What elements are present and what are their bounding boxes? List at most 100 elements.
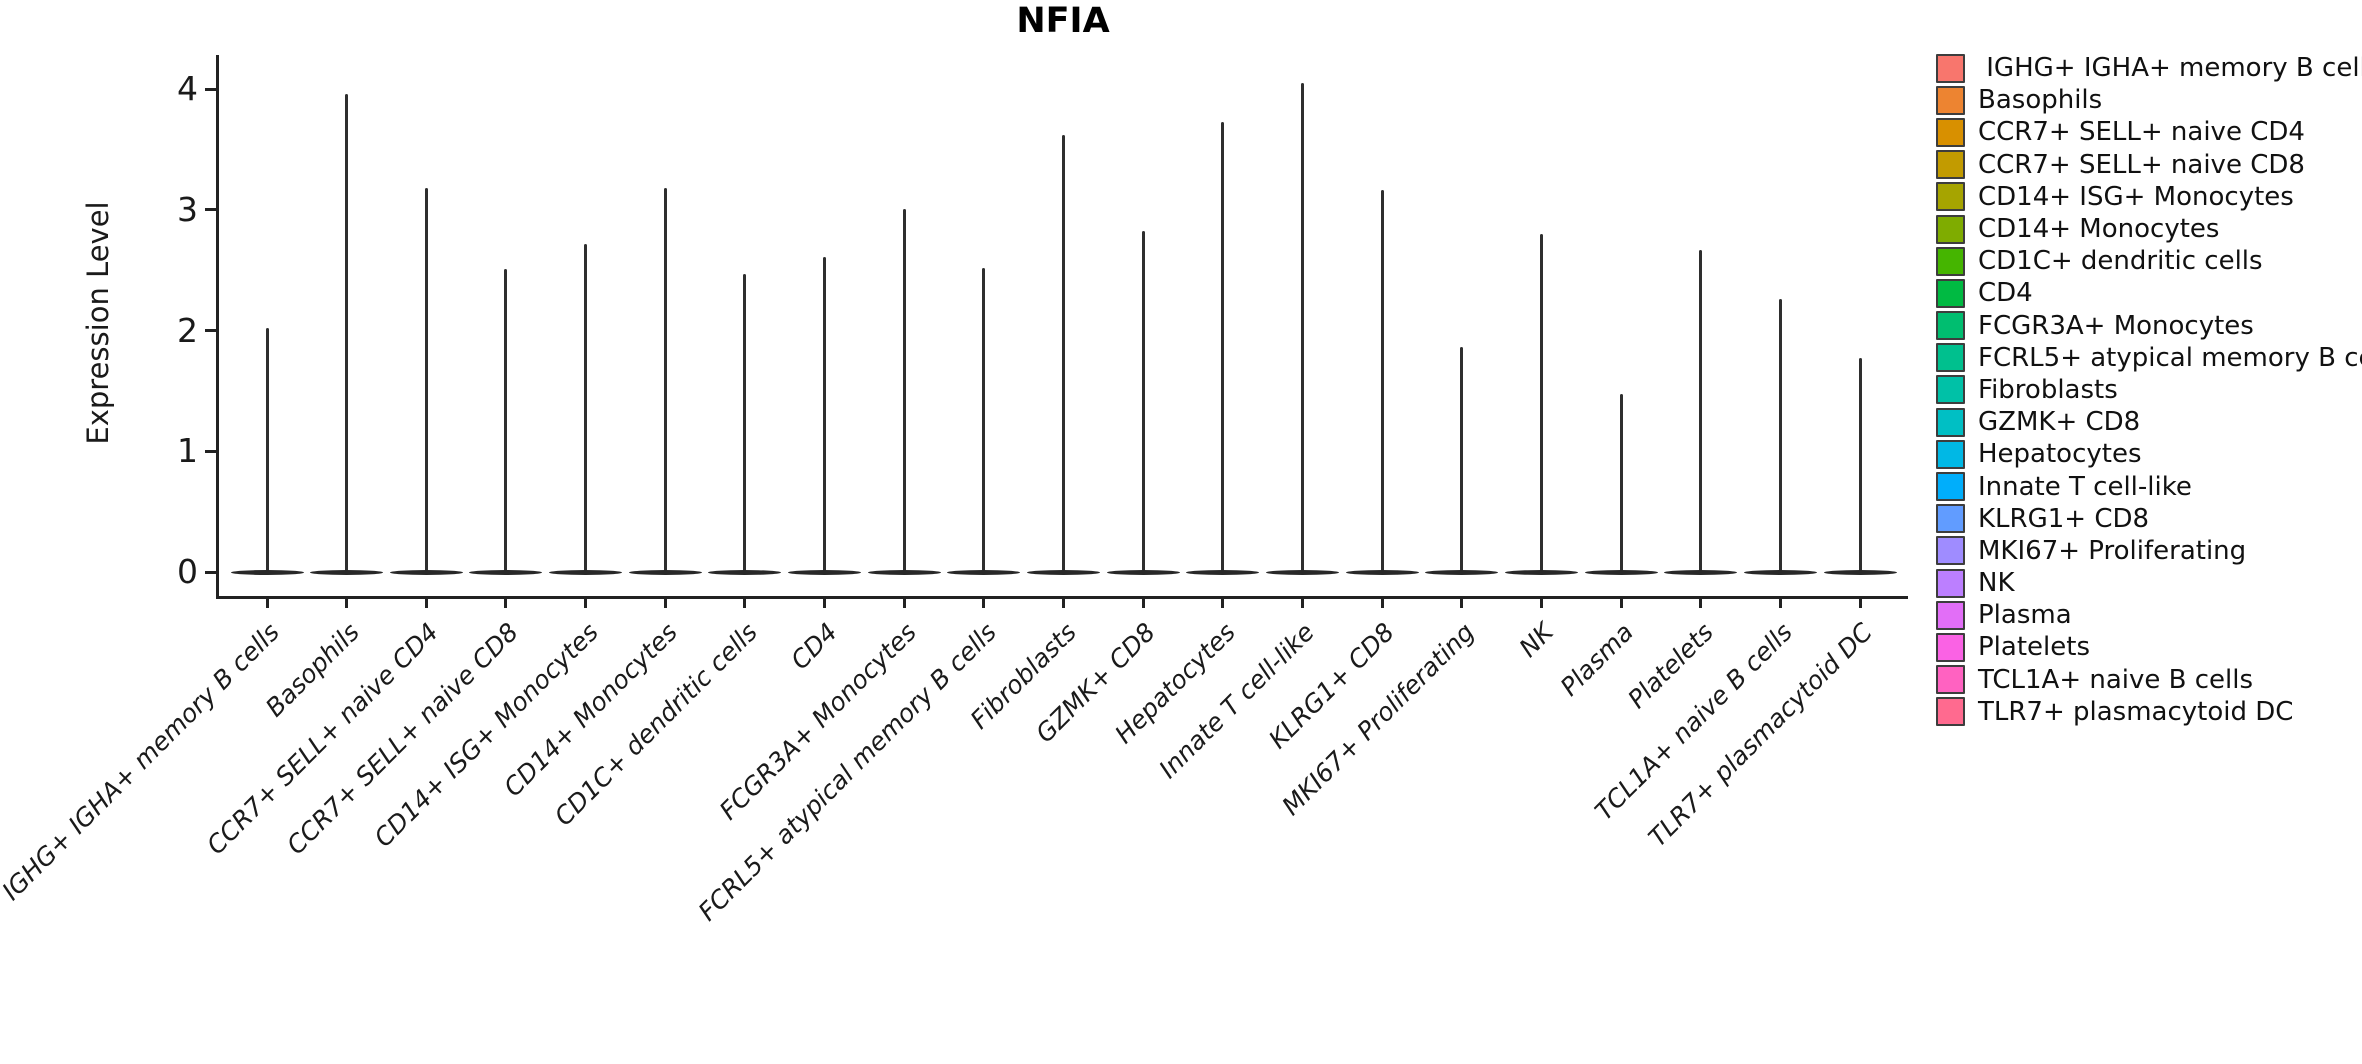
legend-key-swatch <box>1936 665 1965 695</box>
x-axis-tick <box>1539 599 1543 608</box>
violin-spike <box>1619 394 1623 574</box>
violin-base <box>1106 569 1180 575</box>
violin-plot: NFIA Expression Level 0 1 2 3 4 IGHG+ IGHA+ … <box>0 0 2362 927</box>
legend-label: Hepatocytes <box>1978 439 2142 470</box>
x-axis-tick <box>1380 599 1384 608</box>
violin-base <box>230 569 304 575</box>
x-axis-tick <box>265 599 269 608</box>
legend-item: FCRL5+ atypical memory B cells <box>1936 342 2362 374</box>
violin-base <box>708 569 782 575</box>
legend-label: Plasma <box>1978 600 2072 631</box>
legend-item: Basophils <box>1936 84 2362 116</box>
violin-base <box>1743 569 1817 575</box>
y-tick-label: 0 <box>177 552 198 591</box>
violin-base <box>1186 569 1260 575</box>
x-axis-tick <box>663 599 667 608</box>
legend-key-swatch <box>1936 246 1965 276</box>
legend-label: TCL1A+ naive B cells <box>1978 664 2254 695</box>
violin-spike <box>823 256 827 574</box>
legend-key-swatch <box>1936 600 1965 630</box>
violin-base <box>628 569 702 575</box>
legend-label: KLRG1+ CD8 <box>1978 503 2150 534</box>
violin-spike <box>1062 134 1065 574</box>
violin-spike <box>1539 233 1543 574</box>
y-axis-tick <box>205 570 217 574</box>
violin-spike <box>1858 358 1862 574</box>
x-axis-tick <box>345 599 349 608</box>
legend-label: CD14+ Monocytes <box>1978 214 2220 245</box>
legend-label: NK <box>1978 568 2015 599</box>
violin-spike <box>1141 231 1145 574</box>
legend-key-swatch <box>1936 407 1965 437</box>
legend-item: Innate T cell-like <box>1936 470 2362 502</box>
x-axis-tick <box>1221 599 1225 608</box>
violin-spike <box>1699 249 1703 574</box>
legend-item: Fibroblasts <box>1936 374 2362 406</box>
legend-label: TLR7+ plasmacytoid DC <box>1978 696 2294 727</box>
violin-base <box>788 569 862 575</box>
x-axis-tick <box>1460 599 1464 608</box>
violin-spike <box>265 328 269 574</box>
legend-item: CD14+ Monocytes <box>1936 213 2362 245</box>
x-axis-tick <box>982 599 986 608</box>
legend-item: KLRG1+ CD8 <box>1936 503 2362 535</box>
violin-base <box>1664 569 1738 575</box>
x-axis-tick <box>823 599 827 608</box>
violin-base <box>867 569 941 575</box>
x-axis-tick <box>1062 599 1065 608</box>
legend-key-swatch <box>1936 150 1965 180</box>
legend-item: TCL1A+ naive B cells <box>1936 664 2362 696</box>
x-axis-tick <box>1778 599 1782 608</box>
violin-spike <box>1460 347 1464 574</box>
legend-label: Innate T cell-like <box>1978 471 2192 502</box>
chart-title: NFIA <box>1016 1 1110 41</box>
legend-label: FCRL5+ atypical memory B cells <box>1978 342 2362 373</box>
violin-spike <box>1221 121 1225 574</box>
legend-key-swatch <box>1936 53 1965 83</box>
legend-item: CD4 <box>1936 277 2362 309</box>
violin-base <box>947 569 1021 575</box>
legend-label: IGHG+ IGHA+ memory B cells <box>1978 53 2362 84</box>
violin-spike <box>424 188 428 574</box>
y-tick-label: 1 <box>177 431 198 471</box>
violin-base <box>1584 569 1658 575</box>
violin-base <box>469 569 543 575</box>
legend-label: Basophils <box>1978 85 2103 116</box>
legend-item: Platelets <box>1936 631 2362 663</box>
legend-item: CCR7+ SELL+ naive CD8 <box>1936 149 2362 181</box>
violin-spike <box>1380 190 1384 574</box>
legend-label: Platelets <box>1978 632 2090 663</box>
violin-spike <box>504 268 508 574</box>
legend-key-swatch <box>1936 117 1965 147</box>
y-axis-title: Expression Level <box>81 201 115 445</box>
y-tick-label: 2 <box>177 310 198 350</box>
y-axis-tick <box>205 87 217 91</box>
legend-item: CD14+ ISG+ Monocytes <box>1936 181 2362 213</box>
x-axis-tick <box>424 599 428 608</box>
legend-item: Plasma <box>1936 599 2362 631</box>
x-axis-tick <box>584 599 588 608</box>
legend-key-swatch <box>1936 504 1965 534</box>
legend-label: CCR7+ SELL+ naive CD8 <box>1978 149 2305 180</box>
x-axis-tick <box>1699 599 1703 608</box>
legend-key-swatch <box>1936 536 1965 566</box>
legend-key-swatch <box>1936 439 1965 469</box>
y-tick-label: 3 <box>177 189 198 229</box>
x-axis-tick <box>504 599 508 608</box>
legend-item: GZMK+ CD8 <box>1936 406 2362 438</box>
violin-spike <box>584 243 588 574</box>
y-axis-tick <box>205 449 217 453</box>
y-axis-tick <box>205 329 217 332</box>
violin-base <box>549 569 623 575</box>
violin-base <box>1265 569 1339 575</box>
legend-item: FCGR3A+ Monocytes <box>1936 310 2362 342</box>
y-axis-tick <box>205 208 217 212</box>
legend-key-swatch <box>1936 568 1965 598</box>
legend-key-swatch <box>1936 214 1965 244</box>
legend: IGHG+ IGHA+ memory B cells Basophils CCR7+… <box>1936 52 2362 728</box>
legend-label: GZMK+ CD8 <box>1978 407 2141 438</box>
violin-base <box>1504 569 1578 575</box>
y-axis-line <box>216 55 219 599</box>
legend-item: CCR7+ SELL+ naive CD4 <box>1936 116 2362 148</box>
violin-base <box>389 569 463 575</box>
